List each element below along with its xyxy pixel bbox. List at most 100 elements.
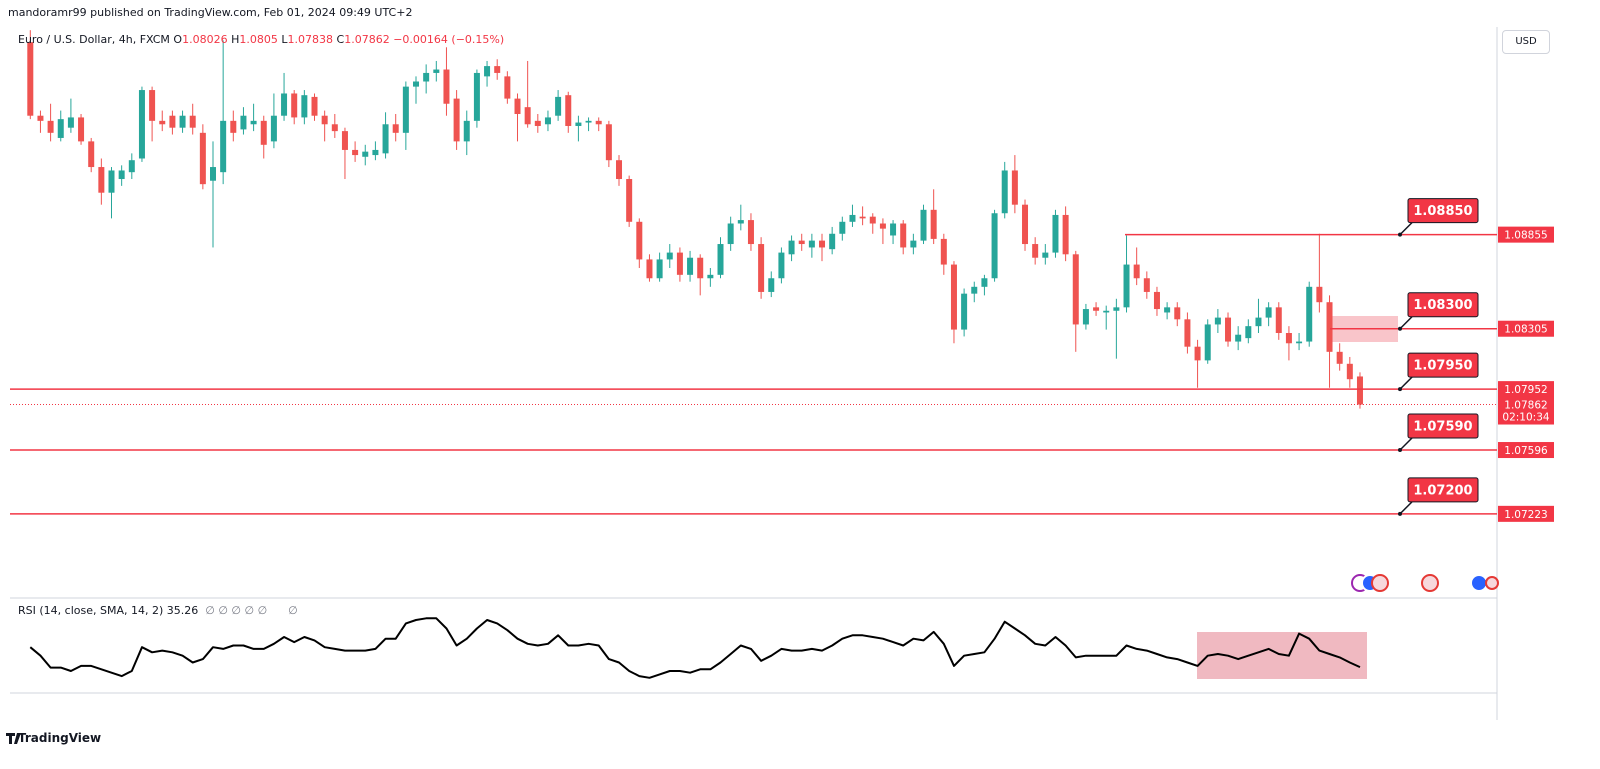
level-badge [1498,226,1554,243]
candle-body [1225,317,1232,342]
note-label: 1.08300 [1413,298,1472,313]
brand: TradingView [18,731,102,745]
candle-body [890,223,897,236]
candle-body [798,240,805,245]
candle-body [1103,310,1110,313]
ohlc-letter: H [231,33,240,46]
rsi-legend: RSI (14, close, SMA, 14, 2) 35.26 ∅ ∅ ∅ … [18,604,298,617]
candle-body [1285,333,1292,344]
candle-body [1306,286,1313,342]
candle-body [758,244,765,292]
candle-body [1204,324,1211,361]
candle-body [362,151,369,157]
candle-body [1275,307,1282,334]
candle-body [1194,346,1201,361]
level-badge-label: 1.07223 [1504,509,1547,521]
candle-body [281,93,288,116]
candle-body [1022,204,1029,245]
low-value: 1.07838 [287,33,334,46]
symbol-legend: Euro / U.S. Dollar, 4h, FXCM O1.08026 H1… [18,33,504,46]
candle-body [1011,170,1018,205]
candle-body [98,167,105,193]
candle-body [636,221,643,260]
candle-body [169,115,176,128]
note-box [1407,477,1479,503]
note-box [1407,198,1479,224]
candle-body [859,216,866,219]
candle-body [1346,363,1353,380]
candle-body [240,115,247,130]
level-badge [1498,320,1554,337]
candle-body [565,95,572,126]
candle-body [534,120,541,126]
candle-body [27,42,34,116]
level-badge-label: 1.08305 [1504,324,1547,336]
candle-body [971,286,978,294]
candle-body [524,107,531,125]
candle-body [199,132,206,185]
candle-body [453,98,460,142]
ohlc-letter: O [173,33,183,46]
callout-dot [1398,387,1402,392]
candle-body [1326,302,1333,352]
symbol: Euro / U.S. Dollar, 4h, FXCM [18,33,170,46]
level-badge [1498,381,1554,398]
candle-body [626,179,633,222]
candle-body [1214,317,1221,325]
candle-body [666,252,673,260]
candle-body [382,124,389,154]
candle-body [118,170,125,180]
brand-logo [6,733,21,744]
callout-stem [1399,222,1413,236]
candle-body [829,233,836,250]
candle-body [260,120,267,145]
ohlc-letter: C [336,33,345,46]
currency-button[interactable]: USD [1502,30,1550,54]
candle-body [819,240,826,248]
candle-body [849,214,856,222]
candle-body [1245,326,1252,339]
candle-body [1184,319,1191,347]
rsi-title: RSI (14, close, SMA, 14, 2) [18,604,164,617]
candle-body [210,167,217,181]
callout-dot [1398,326,1402,331]
event-icons [1351,574,1499,592]
candle-body [727,223,734,245]
candle-body [179,115,186,128]
candle-body [616,160,623,180]
candle-body [1093,307,1100,311]
candle-body [950,264,957,330]
candle-body [707,274,714,279]
candle-body [1113,307,1120,311]
candle-body [717,244,724,275]
candle-body [47,120,54,133]
candle-body [544,117,551,125]
candle-body [331,124,338,132]
note-box [1407,352,1479,378]
candle-body [473,72,480,121]
callout-stem [1399,501,1413,515]
candle-body [433,69,440,73]
candle-body [463,120,470,142]
candle-body [88,141,95,168]
candle-body [78,117,85,142]
callout-stem [1399,437,1413,451]
candle-body [961,293,968,330]
candle-body [930,209,937,239]
candle-body [788,240,795,255]
candle-body [900,223,907,248]
candle-body [270,115,277,142]
candle-body [697,257,704,279]
candle-body [57,119,64,138]
candle-body [555,96,562,116]
candle-body [879,223,886,229]
countdown: 02:10:34 [1502,412,1549,424]
callout-dot [1398,448,1402,453]
candle-body [595,120,602,125]
rsi-value: 35.26 [166,604,199,617]
candle-body [656,259,663,279]
note-label: 1.07200 [1413,483,1472,498]
close-value: 1.07862 [344,33,390,46]
candle-body [291,93,298,118]
